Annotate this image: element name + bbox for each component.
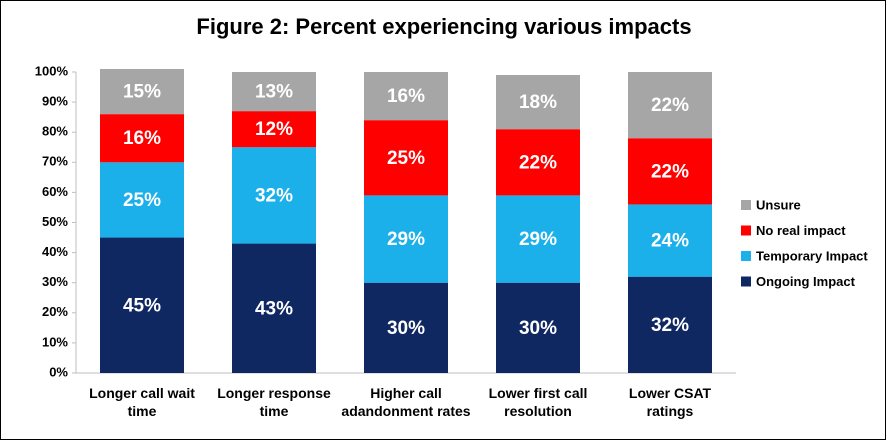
bar-segment: [628, 204, 712, 277]
value-label: 30%: [519, 318, 557, 339]
y-tick-label: 90%: [42, 94, 68, 109]
y-tick-label: 10%: [42, 334, 68, 349]
y-tick-label: 30%: [42, 274, 68, 289]
bar-segment: [100, 162, 184, 238]
y-tick-label: 100%: [35, 63, 69, 78]
value-label: 22%: [651, 161, 689, 182]
value-label: 22%: [651, 95, 689, 116]
bar-segment: [496, 75, 580, 130]
legend-key: [741, 251, 751, 261]
value-label: 30%: [387, 318, 425, 339]
value-label: 16%: [387, 86, 425, 107]
y-tick-label: 60%: [42, 184, 68, 199]
value-label: 45%: [123, 295, 161, 316]
x-tick-label: Longer call wait time: [89, 385, 195, 419]
value-label: 12%: [255, 119, 293, 140]
value-label: 13%: [255, 82, 293, 103]
bar-segment: [628, 276, 712, 373]
legend-label: No real impact: [756, 223, 846, 238]
value-label: 32%: [255, 185, 293, 206]
bar-segment: [232, 147, 316, 244]
legend-label: Temporary Impact: [756, 248, 868, 263]
legend-key: [741, 200, 751, 210]
value-label: 25%: [123, 190, 161, 211]
y-tick-label: 80%: [42, 124, 68, 139]
bar-segment: [628, 138, 712, 205]
legend-key: [741, 225, 751, 236]
value-label: 29%: [519, 229, 557, 250]
bar-segment: [364, 282, 448, 373]
bar-segment: [364, 120, 448, 196]
bar-segment: [232, 72, 316, 112]
x-tick-label: Lower CSAT ratings: [628, 385, 712, 419]
bar-segment: [100, 68, 184, 115]
value-label: 16%: [123, 128, 161, 149]
y-tick-label: 40%: [42, 244, 68, 259]
bar-segment: [232, 243, 316, 373]
y-tick-label: 50%: [42, 214, 68, 229]
legend-label: Unsure: [756, 197, 801, 212]
bar-segment: [496, 129, 580, 196]
y-tick-label: 70%: [42, 154, 68, 169]
y-tick-label: 20%: [42, 304, 68, 319]
bar-segment: [628, 72, 712, 139]
chart-title: Figure 2: Percent experiencing various i…: [196, 14, 691, 39]
bar-segment: [364, 72, 448, 121]
bar-segment: [496, 195, 580, 283]
bar-segment: [364, 195, 448, 283]
value-label: 24%: [651, 231, 689, 252]
value-label: 18%: [519, 92, 557, 113]
value-label: 32%: [651, 315, 689, 336]
legend-label: Ongoing Impact: [756, 274, 856, 289]
y-tick-label: 0%: [49, 364, 68, 379]
value-label: 22%: [519, 152, 557, 173]
bar-segment: [232, 111, 316, 148]
x-tick-label: Higher call adandonment rates: [341, 385, 471, 419]
value-label: 15%: [123, 82, 161, 103]
bar-segment: [100, 237, 184, 373]
value-label: 25%: [387, 148, 425, 169]
x-tick-label: Lower first call resolution: [488, 385, 588, 419]
legend-key: [741, 276, 751, 287]
x-tick-label: Longer response time: [217, 385, 331, 419]
value-label: 29%: [387, 229, 425, 250]
value-label: 43%: [255, 298, 293, 319]
bar-segment: [100, 114, 184, 163]
bar-segment: [496, 282, 580, 373]
